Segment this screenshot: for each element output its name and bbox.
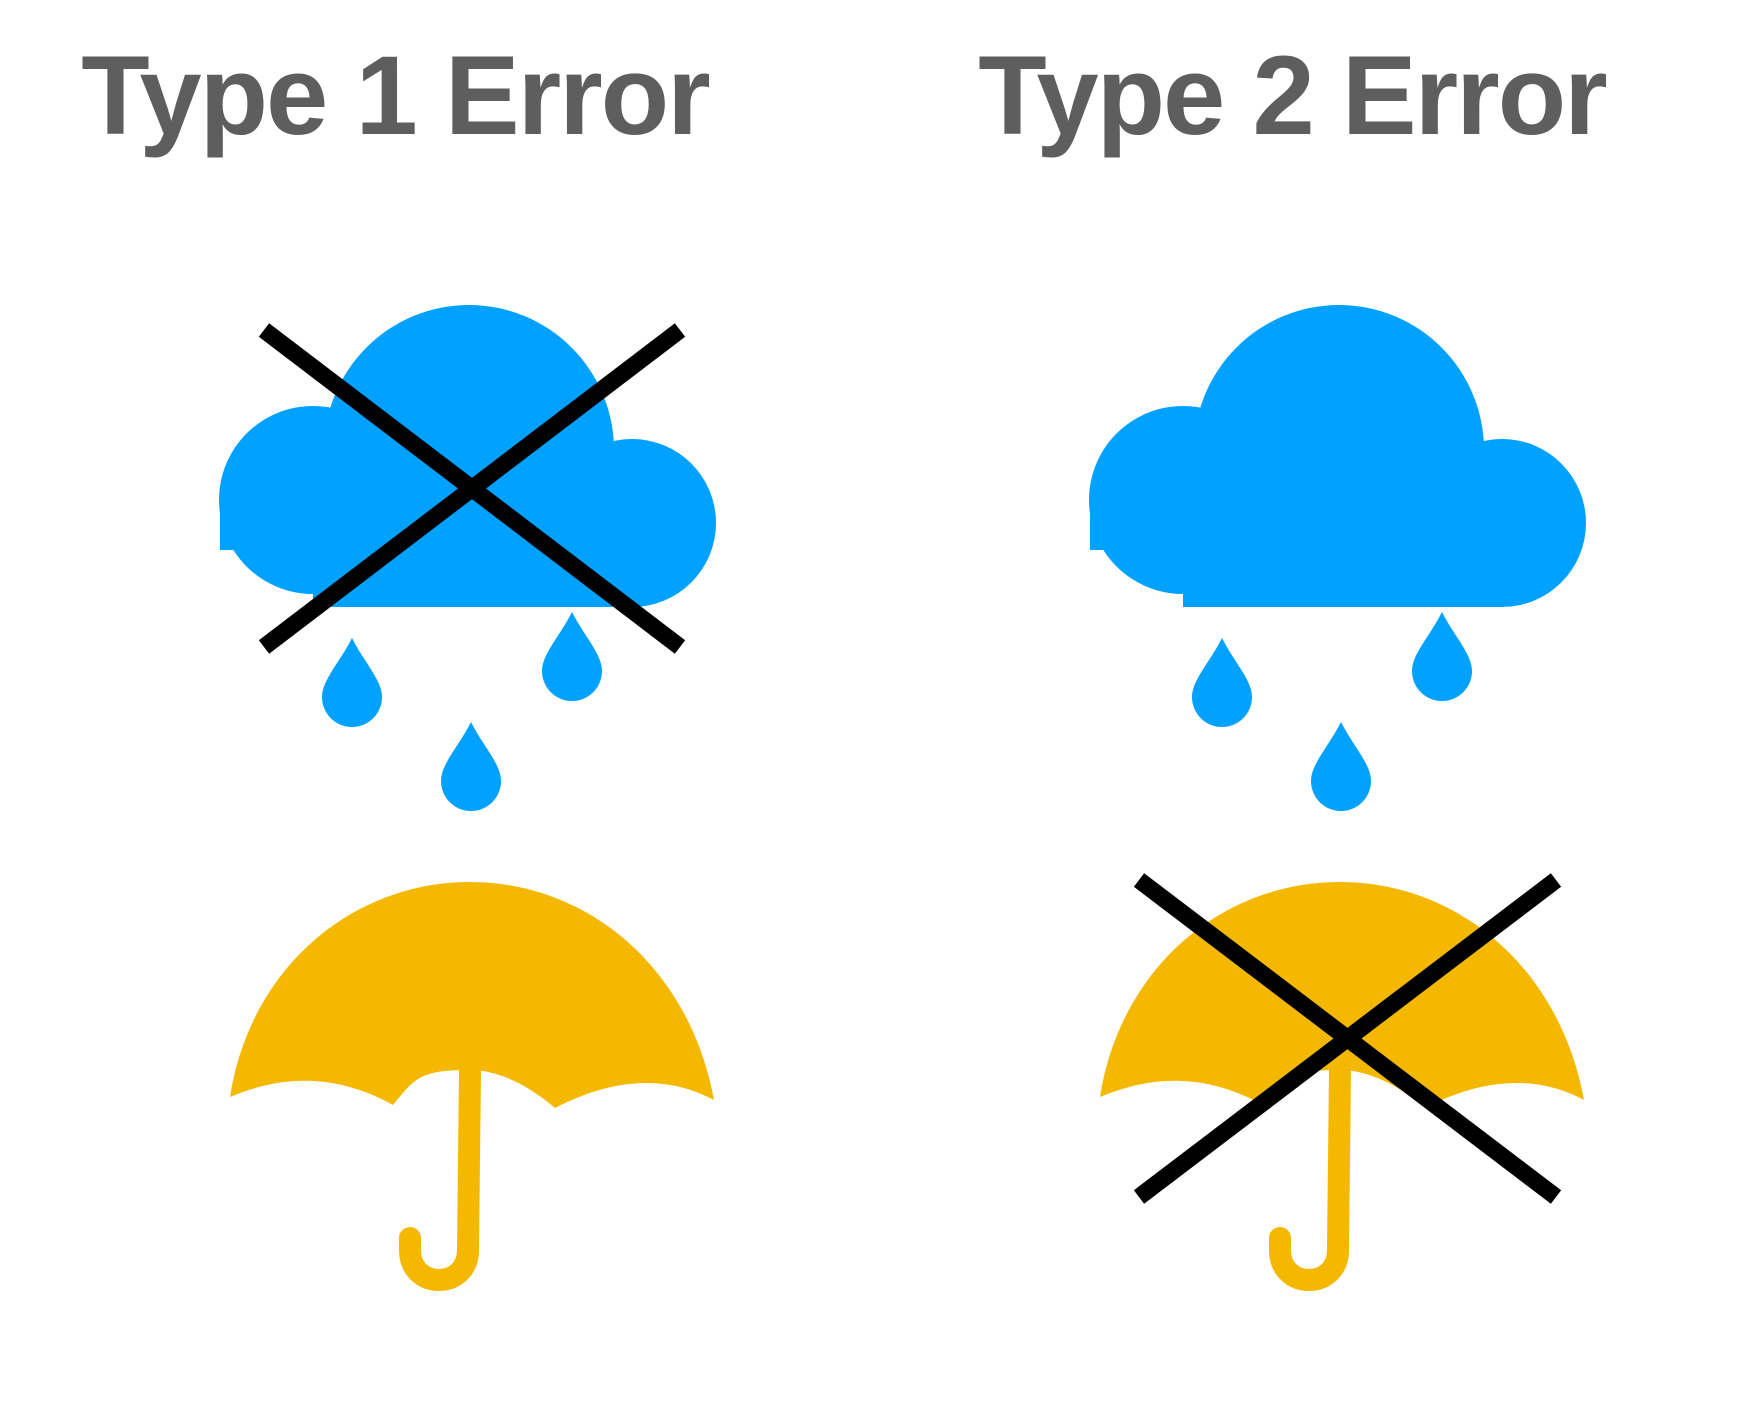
raindrop-icon xyxy=(1412,612,1472,701)
raindrop-icon xyxy=(322,638,382,727)
cross-mark-icon xyxy=(1133,873,1562,1204)
raindrop-icon xyxy=(1192,638,1252,727)
type-2-error-title: Type 2 Error xyxy=(978,33,1608,158)
type-1-error-title: Type 1 Error xyxy=(81,33,711,158)
umbrella-icon xyxy=(230,882,714,1291)
rain-cloud-icon xyxy=(219,305,716,811)
umbrella-icon xyxy=(1100,882,1584,1291)
type-2-error-illustration xyxy=(1089,305,1586,1291)
type-1-error-illustration xyxy=(219,305,716,1291)
cross-mark-icon xyxy=(258,323,686,654)
raindrop-icon xyxy=(1311,722,1371,811)
rain-cloud-icon xyxy=(1089,305,1586,811)
type-1-error-panel: Type 1 Error xyxy=(81,33,716,1291)
type-2-error-panel: Type 2 Error xyxy=(870,0,1740,1414)
raindrop-icon xyxy=(542,612,602,701)
raindrop-icon xyxy=(441,722,501,811)
